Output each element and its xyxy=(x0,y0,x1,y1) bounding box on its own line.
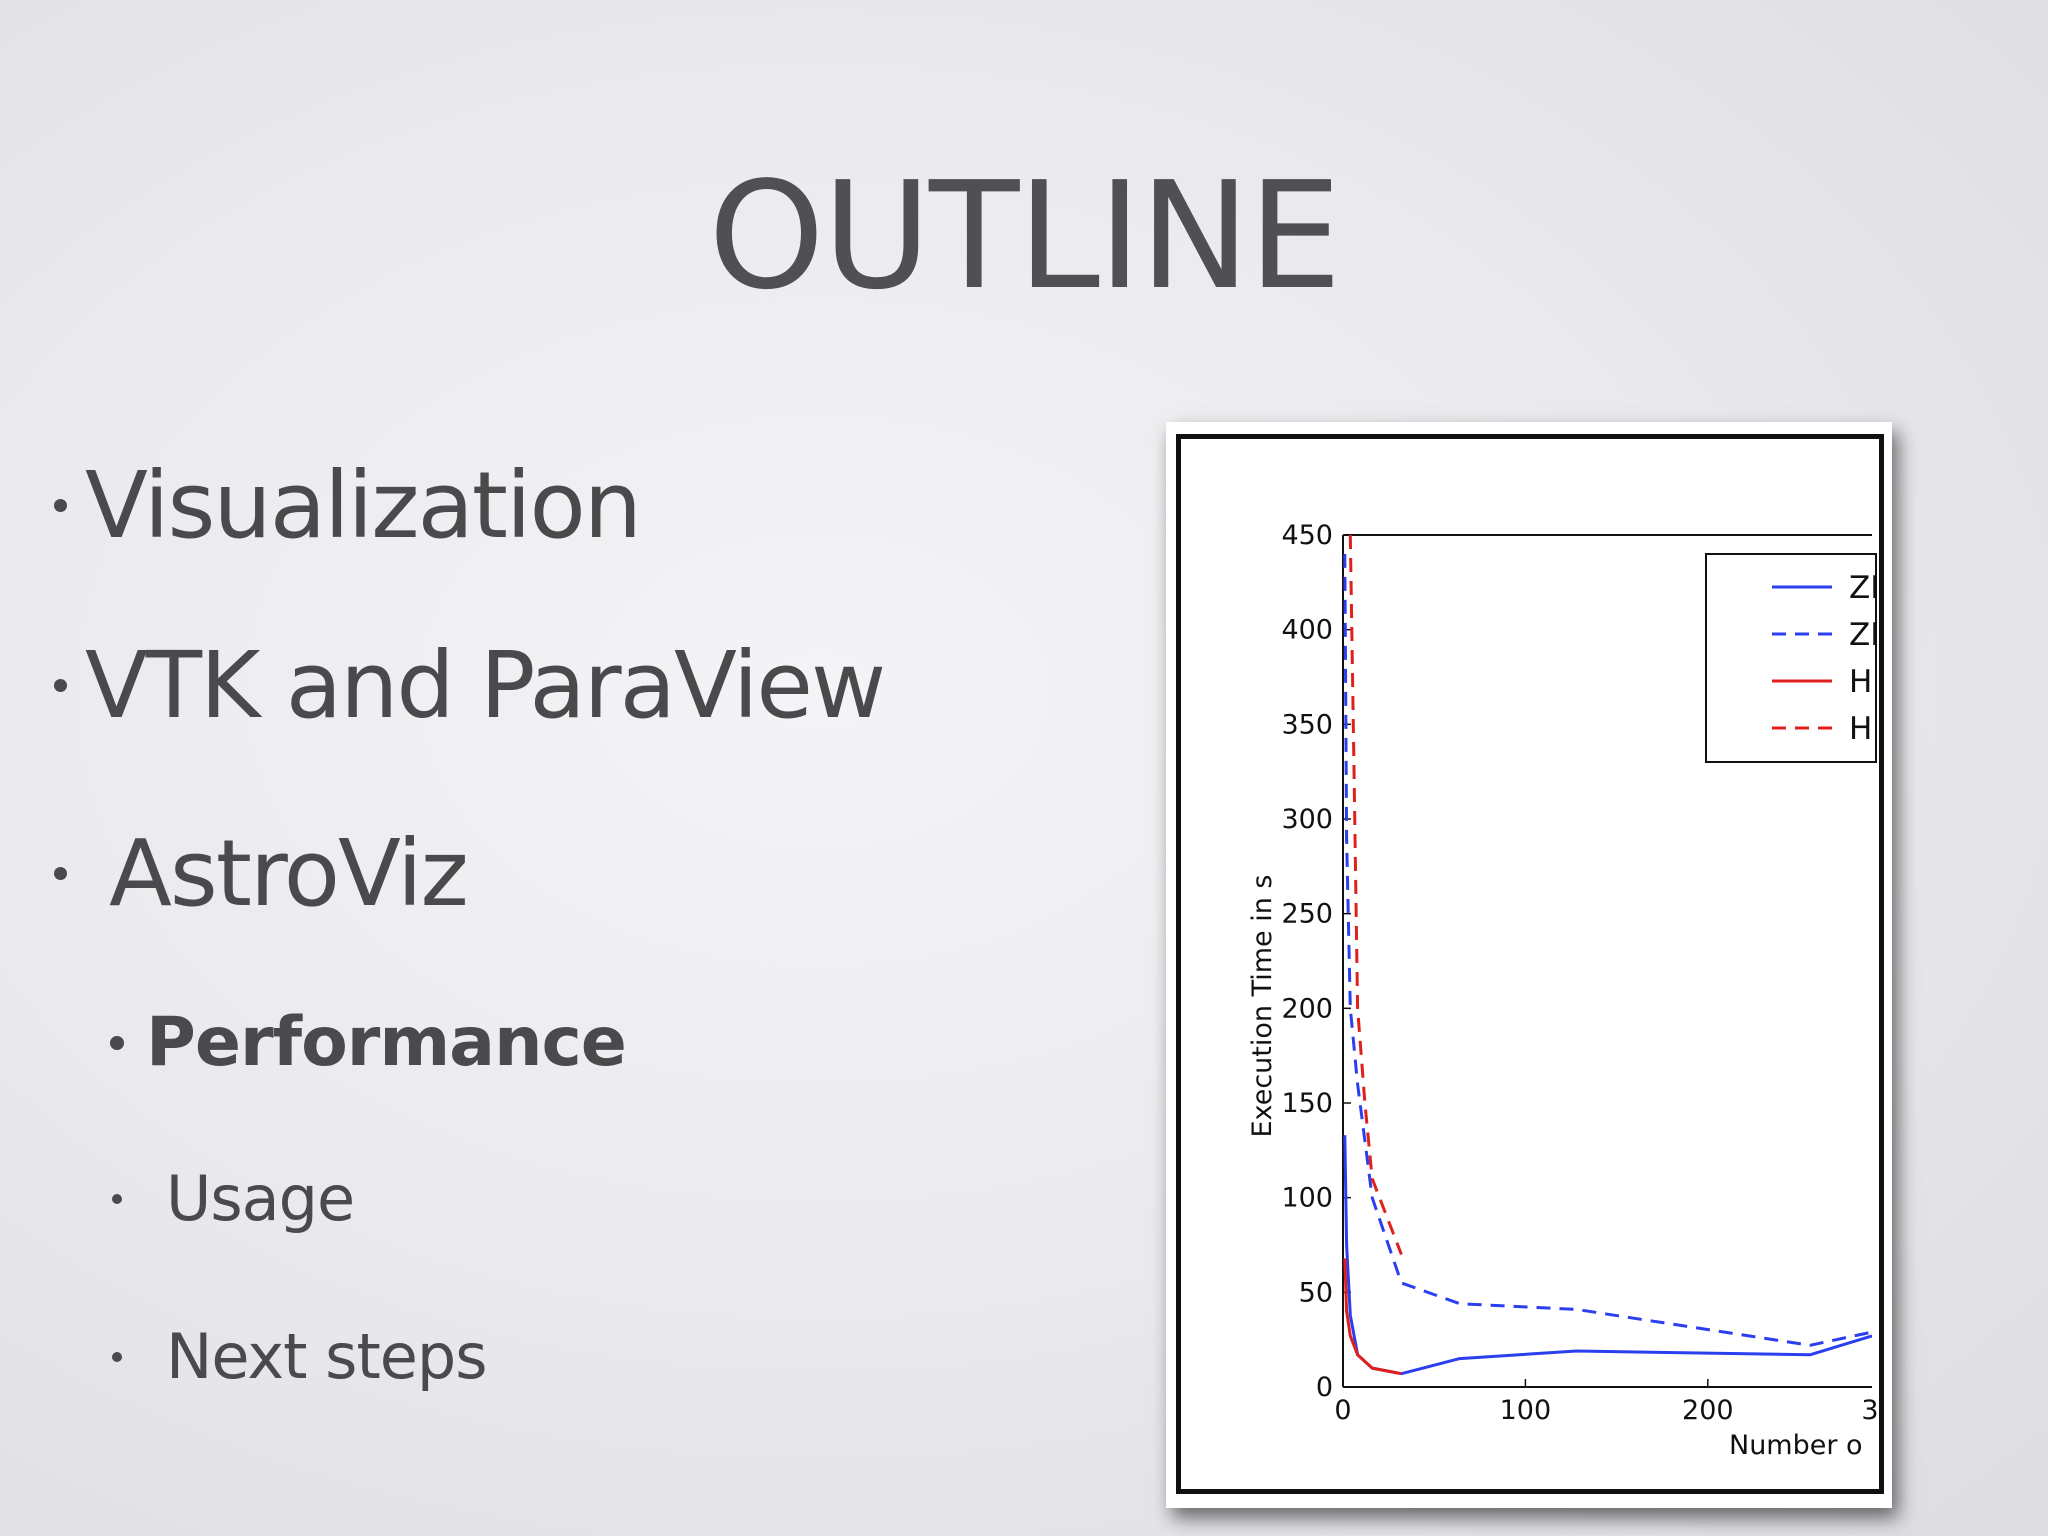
y-tick-label: 250 xyxy=(1281,899,1333,930)
y-tick-label: 100 xyxy=(1281,1183,1333,1214)
y-tick-label: 50 xyxy=(1299,1277,1333,1308)
x-tick-label: 100 xyxy=(1500,1395,1552,1426)
bullet-usage: Usage xyxy=(112,1162,355,1235)
y-tick-label: 150 xyxy=(1281,1088,1333,1119)
chart-frame xyxy=(1176,434,1884,1494)
bullet-next-steps: Next steps xyxy=(112,1320,488,1393)
legend-label: ZI xyxy=(1849,570,1879,606)
x-axis-label: Number o xyxy=(1729,1430,1863,1461)
execution-time-chart: 0 50 100 150 200 250 300 350 400 450 0 100 200 3 Execu… xyxy=(1247,520,1879,1461)
y-tick-label: 450 xyxy=(1281,520,1333,551)
y-axis-label: Execution Time in s xyxy=(1247,875,1278,1138)
x-tick-label: 3 xyxy=(1861,1395,1878,1426)
bullet-dot xyxy=(54,499,67,512)
bullet-text: VTK and ParaView xyxy=(85,632,886,739)
y-tick-label: 300 xyxy=(1281,804,1333,835)
series-line-3 xyxy=(1343,1258,1402,1376)
bullet-text: Performance xyxy=(146,1003,627,1082)
series-line-1 xyxy=(1343,1135,1872,1376)
slide-title: OUTLINE xyxy=(708,150,1342,322)
legend-label: H xyxy=(1849,711,1872,747)
x-tick-label: 200 xyxy=(1682,1395,1734,1426)
legend-label: H xyxy=(1849,664,1872,700)
legend-label: ZI xyxy=(1849,617,1879,653)
bullet-text: Usage xyxy=(166,1162,355,1235)
y-tick-label: 400 xyxy=(1281,615,1333,646)
bullet-dot xyxy=(112,1351,122,1362)
y-tick-label: 0 xyxy=(1316,1372,1333,1403)
y-tick-label: 200 xyxy=(1281,993,1333,1024)
bullet-vtk-paraview: VTK and ParaView xyxy=(54,632,886,739)
bullet-visualization: Visualization xyxy=(54,452,642,559)
bullet-astroviz: AstroViz xyxy=(54,820,469,927)
bullet-performance: Performance xyxy=(110,1003,627,1082)
x-tick-label: 0 xyxy=(1334,1395,1351,1426)
bullet-dot xyxy=(110,1035,124,1050)
legend-box xyxy=(1705,553,1877,763)
bullet-dot xyxy=(54,679,67,692)
series-line-4 xyxy=(1348,534,1403,1256)
y-tick-label: 350 xyxy=(1281,709,1333,740)
series-line-2 xyxy=(1343,553,1872,1347)
bullet-text: AstroViz xyxy=(109,820,469,927)
chart-image: 0 50 100 150 200 250 300 350 400 450 0 100 200 3 Execu… xyxy=(1166,422,1892,1508)
bullet-dot xyxy=(54,867,67,880)
bullet-dot xyxy=(112,1193,122,1204)
bullet-text: Visualization xyxy=(85,452,642,559)
bullet-text: Next steps xyxy=(166,1320,488,1393)
